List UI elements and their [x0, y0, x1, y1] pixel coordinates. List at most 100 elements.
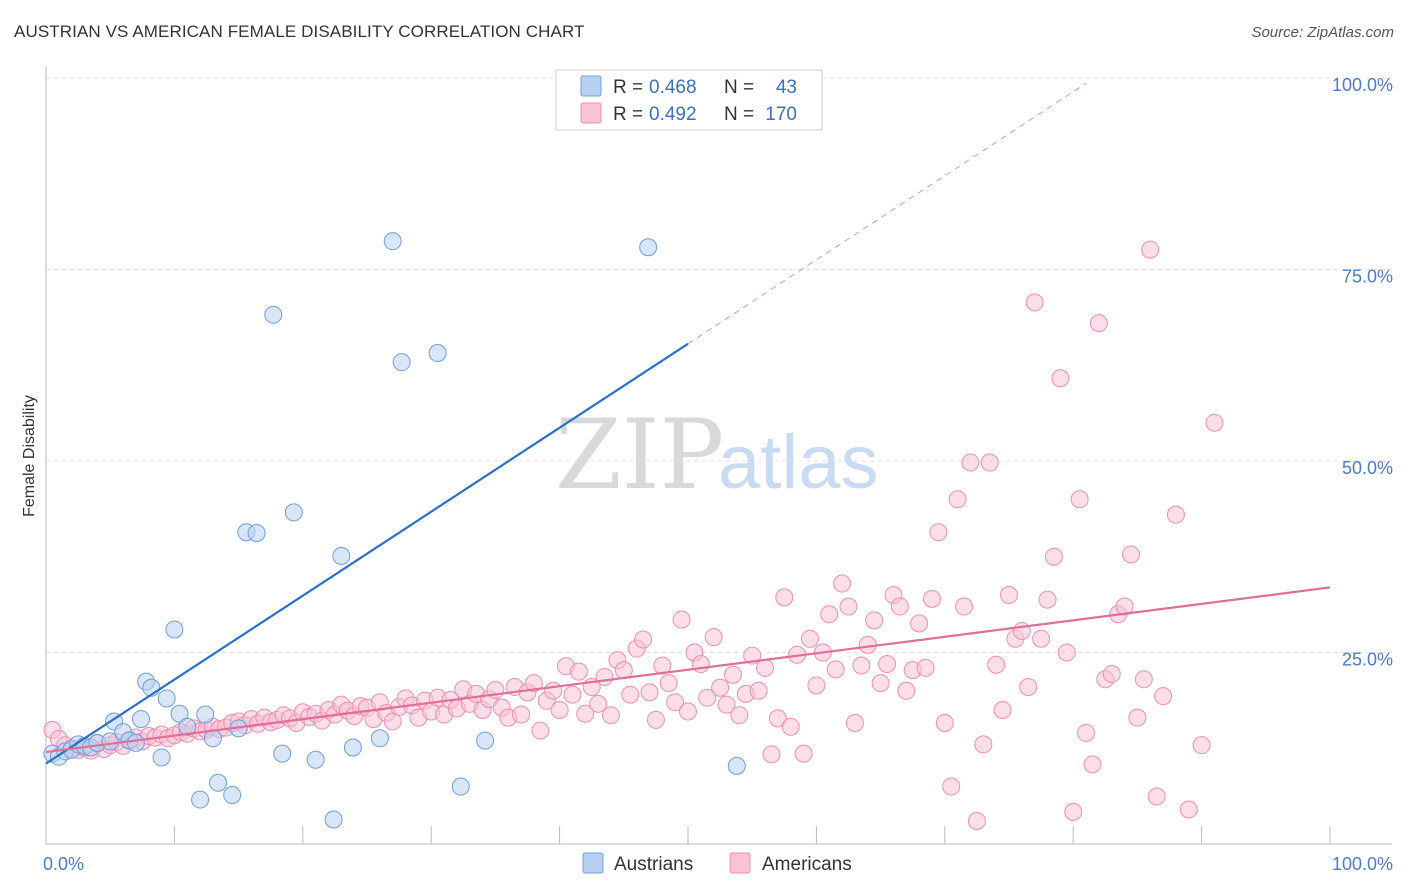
- austrian-point-35: [343, 738, 362, 757]
- american-point-171: [1141, 240, 1160, 259]
- american-point-130: [878, 654, 897, 673]
- watermark-zip: ZIP: [555, 399, 724, 511]
- american-point-92: [634, 630, 653, 649]
- american-point-114: [775, 588, 794, 607]
- austrians-trend-extension: [687, 82, 1087, 345]
- austrian-point-16: [152, 748, 171, 767]
- legend-r-austrians: 0.468: [649, 77, 697, 98]
- american-point-99: [679, 702, 697, 721]
- american-point-137: [922, 589, 941, 608]
- american-point-124: [839, 597, 858, 616]
- american-point-143: [961, 453, 980, 472]
- american-point-107: [730, 706, 749, 725]
- american-point-174: [1166, 505, 1185, 524]
- y-tick-label-1: 50.0%: [1342, 458, 1393, 478]
- american-point-140: [942, 777, 961, 796]
- austrian-point-39: [428, 343, 447, 362]
- american-point-167: [1115, 597, 1134, 616]
- americans-points: [43, 240, 1224, 831]
- legend-r-americans: 0.492: [649, 104, 697, 125]
- american-point-145: [974, 735, 993, 754]
- american-point-177: [1205, 413, 1224, 432]
- american-point-76: [531, 721, 550, 740]
- y-tick-label-2: 75.0%: [1342, 267, 1393, 287]
- american-point-149: [1000, 586, 1018, 605]
- austrian-point-25: [223, 785, 242, 804]
- american-point-160: [1070, 490, 1089, 509]
- american-point-158: [1057, 643, 1076, 662]
- american-point-73: [512, 705, 531, 724]
- austrian-point-42: [639, 238, 658, 257]
- american-point-128: [865, 611, 884, 630]
- bottom-legend: Austrians Americans: [582, 852, 852, 875]
- austrian-point-18: [165, 620, 184, 639]
- grid-lines: [46, 77, 1392, 653]
- american-point-110: [749, 681, 768, 700]
- legend-n-label-austrians: N =: [724, 77, 754, 98]
- american-point-105: [717, 695, 736, 714]
- legend-n-americans: 170: [765, 104, 797, 125]
- american-point-121: [820, 605, 839, 624]
- american-point-106: [723, 665, 742, 684]
- bottom-legend-americans: Americans: [762, 854, 852, 875]
- american-point-82: [569, 662, 588, 681]
- american-point-85: [589, 694, 608, 713]
- american-point-126: [852, 656, 871, 675]
- american-point-157: [1051, 369, 1070, 388]
- american-point-170: [1134, 670, 1153, 689]
- watermark-atlas: atlas: [718, 420, 879, 505]
- legend-r-label-americans: R =: [613, 104, 643, 125]
- legend-n-austrians: 43: [776, 77, 797, 98]
- austrian-point-22: [196, 705, 215, 724]
- american-point-135: [910, 614, 929, 633]
- austrian-point-40: [451, 777, 470, 796]
- austrian-point-21: [191, 790, 210, 809]
- american-point-152: [1019, 677, 1038, 696]
- american-point-115: [781, 717, 800, 736]
- american-point-111: [756, 658, 775, 677]
- austrian-point-8: [101, 732, 120, 751]
- american-point-87: [601, 706, 620, 725]
- american-point-117: [794, 744, 813, 763]
- american-point-162: [1083, 755, 1102, 774]
- austrian-point-33: [324, 810, 343, 829]
- austrian-point-32: [306, 750, 325, 769]
- american-point-153: [1025, 293, 1044, 312]
- austrian-point-37: [383, 232, 402, 251]
- bottom-legend-swatch-americans: [729, 852, 751, 874]
- y-tick-label-3: 100.0%: [1332, 75, 1393, 95]
- legend-swatch-austrians: [580, 75, 602, 97]
- y-tick-label-0: 25.0%: [1342, 650, 1393, 670]
- american-point-125: [845, 713, 864, 732]
- y-axis-label: Female Disability: [21, 395, 38, 517]
- austrian-point-38: [392, 353, 411, 372]
- american-point-75: [524, 674, 543, 693]
- american-point-141: [948, 490, 967, 509]
- american-point-144: [967, 812, 986, 831]
- axes: [45, 66, 1392, 845]
- american-point-161: [1077, 723, 1096, 742]
- austrian-point-30: [273, 744, 292, 763]
- austrian-point-20: [178, 717, 197, 736]
- american-point-159: [1064, 802, 1083, 821]
- american-point-168: [1121, 545, 1140, 564]
- bottom-legend-swatch-austrians: [582, 852, 604, 874]
- american-point-136: [916, 658, 935, 677]
- american-point-119: [807, 676, 826, 695]
- american-point-78: [544, 681, 563, 700]
- american-point-90: [621, 685, 640, 704]
- austrian-point-12: [126, 733, 145, 752]
- x-tick-label-0: 0.0%: [43, 854, 84, 874]
- austrian-point-36: [370, 729, 389, 748]
- austrian-point-17: [157, 689, 176, 708]
- american-point-86: [595, 668, 614, 687]
- american-point-163: [1089, 314, 1108, 333]
- american-point-139: [935, 713, 954, 732]
- american-point-102: [698, 688, 717, 707]
- american-point-96: [659, 674, 678, 693]
- american-point-93: [640, 683, 659, 702]
- american-point-89: [614, 661, 633, 680]
- american-point-112: [762, 745, 781, 764]
- american-point-173: [1154, 687, 1173, 706]
- american-point-109: [743, 646, 762, 665]
